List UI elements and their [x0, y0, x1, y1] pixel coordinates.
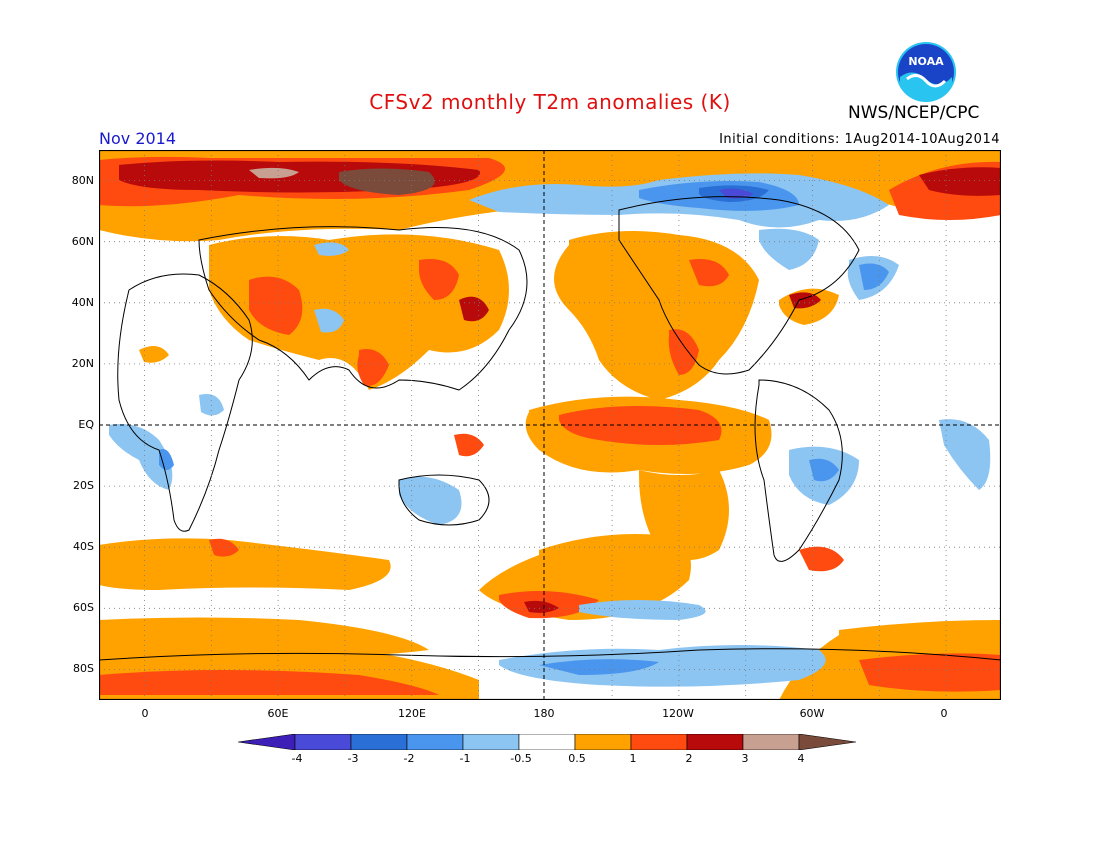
- lon-label: 0: [940, 707, 948, 720]
- colorbar-label: 3: [741, 752, 749, 765]
- agency-label: NWS/NCEP/CPC: [848, 103, 980, 123]
- lat-label: EQ: [78, 418, 94, 431]
- colorbar-label: 4: [797, 752, 805, 765]
- eurasia-warm-anomaly: [139, 234, 509, 390]
- svg-text:NOAA: NOAA: [908, 55, 944, 68]
- lat-label: 40S: [73, 540, 94, 553]
- lon-label: 120W: [662, 707, 694, 720]
- colorbar-label: -0.5: [510, 752, 532, 765]
- lon-label: 0: [141, 707, 149, 720]
- antarctic-anomaly: [99, 600, 826, 700]
- colorbar-swatch: [462, 734, 520, 750]
- colorbar-label: 1: [629, 752, 637, 765]
- lat-label: 60N: [71, 235, 94, 248]
- colorbar-swatch: [294, 734, 352, 750]
- colorbar-swatch: [518, 734, 576, 750]
- colorbar-label: -1: [459, 752, 471, 765]
- colorbar-swatch: [798, 734, 857, 750]
- forecast-month: Nov 2014: [99, 129, 177, 148]
- initial-conditions: Initial conditions: 1Aug2014-10Aug2014: [719, 132, 1000, 147]
- colorbar-label: 0.5: [568, 752, 586, 765]
- colorbar-label: -3: [347, 752, 359, 765]
- continent-outlines: [99, 196, 1001, 661]
- colorbar-label: 2: [685, 752, 693, 765]
- southern-ocean-warm: [99, 534, 1001, 700]
- lon-label: 60W: [799, 707, 825, 720]
- colorbar-swatch: [742, 734, 800, 750]
- scattered-cold-anomalies: [109, 242, 991, 525]
- anomaly-map: [99, 150, 1001, 700]
- lon-label: 180: [533, 707, 555, 720]
- colorbar-swatch: [238, 734, 296, 750]
- colorbar-swatch: [574, 734, 632, 750]
- lat-label: 80S: [73, 662, 94, 675]
- noaa-logo: NOAA: [895, 41, 957, 103]
- lat-label: 40N: [71, 296, 94, 309]
- colorbar-label: -4: [291, 752, 303, 765]
- lat-label: 20N: [71, 357, 94, 370]
- lon-label: 60E: [267, 707, 289, 720]
- lat-label: 80N: [71, 174, 94, 187]
- lat-label: 20S: [73, 479, 94, 492]
- map-title: CFSv2 monthly T2m anomalies (K): [369, 90, 731, 114]
- lat-label: 60S: [73, 601, 94, 614]
- colorbar-swatch: [350, 734, 408, 750]
- colorbar-swatch: [630, 734, 688, 750]
- colorbar-swatch: [406, 734, 464, 750]
- colorbar: [238, 734, 857, 750]
- lon-label: 120E: [398, 707, 426, 720]
- colorbar-swatch: [686, 734, 744, 750]
- colorbar-label: -2: [403, 752, 415, 765]
